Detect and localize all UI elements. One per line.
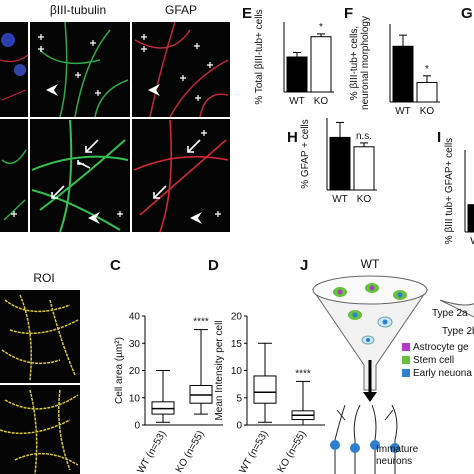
panel-label: D <box>208 257 219 274</box>
panel-label: J <box>300 257 308 274</box>
legend-swatch <box>402 356 410 364</box>
diagram-title: WT <box>361 257 380 271</box>
y-tick-label: 20 <box>129 366 141 377</box>
x-tick-label: WT (n=53) <box>135 429 168 474</box>
y-axis-label: neuronal morphology <box>360 16 371 110</box>
y-axis-label: % βIII-tub+ cells, <box>349 26 360 100</box>
y-tick-label: 5 <box>236 393 242 404</box>
box <box>253 375 277 404</box>
y-axis-label: Mean Intensity per cell <box>214 320 225 420</box>
significance: **** <box>193 317 209 328</box>
x-tick-label: WT (n=53) <box>237 429 270 474</box>
y-axis-label: % Total βIII-tub+ cells <box>254 9 265 104</box>
y-tick-label: 15 <box>231 339 243 350</box>
x-tick-label: WT <box>395 106 411 117</box>
micrographs <box>0 21 230 233</box>
y-axis-label: Cell area (µm²) <box>114 337 125 404</box>
significance: n.s. <box>356 131 372 142</box>
y-tick-label: 10 <box>129 393 141 404</box>
y-tick-label: 10 <box>231 366 243 377</box>
y-tick-label: 0 <box>236 421 242 432</box>
x-tick-label: KO (n=55) <box>276 429 309 474</box>
panel-label: G <box>461 5 473 22</box>
y-tick-label: 0 <box>134 421 140 432</box>
diagram-caption: Immature <box>376 444 419 455</box>
legend-label: Astrocyte ge <box>413 342 469 353</box>
image-header: βIII-tubulin <box>50 3 106 17</box>
bar <box>353 146 375 191</box>
significance: **** <box>295 368 311 379</box>
y-tick-label: 30 <box>129 339 141 350</box>
y-axis-label: % GFAP + cells <box>300 119 311 189</box>
x-tick-label: WT <box>289 96 305 107</box>
significance: * <box>319 22 323 33</box>
y-tick-label: 20 <box>231 312 243 323</box>
panel-label: H <box>287 129 298 146</box>
bar <box>286 56 308 93</box>
roi-image <box>0 290 80 474</box>
x-tick-label: KO <box>420 106 435 117</box>
panel-label: E <box>242 5 252 22</box>
funnel-diagram <box>311 275 474 474</box>
legend-label: Early neuona <box>413 368 472 379</box>
x-tick-label: KO (n=55) <box>174 429 207 474</box>
bar <box>416 82 438 103</box>
image-header: GFAP <box>165 3 197 17</box>
diagram-caption: neurons <box>376 456 412 467</box>
legend-swatch <box>402 369 410 377</box>
bar <box>310 36 332 93</box>
y-tick-label: 40 <box>129 312 141 323</box>
panel-label: C <box>110 257 121 274</box>
panel-label: F <box>344 5 353 22</box>
image-header: ROI <box>33 271 54 285</box>
x-tick-label: KO <box>314 96 329 107</box>
stage-label: Type 2b <box>442 326 474 337</box>
bar <box>392 45 414 103</box>
bar <box>467 204 474 233</box>
significance: * <box>425 64 429 75</box>
stage-label: Type 2a <box>432 308 468 319</box>
panel-label: I <box>437 129 441 146</box>
x-tick-label: KO <box>357 194 372 205</box>
x-tick-label: WT <box>470 236 474 247</box>
bar <box>329 136 351 191</box>
y-axis-label: % βIII tub+ GFAP+ cells <box>444 138 455 244</box>
x-tick-label: WT <box>332 194 348 205</box>
legend-swatch <box>402 343 410 351</box>
legend-label: Stem cell <box>413 355 454 366</box>
